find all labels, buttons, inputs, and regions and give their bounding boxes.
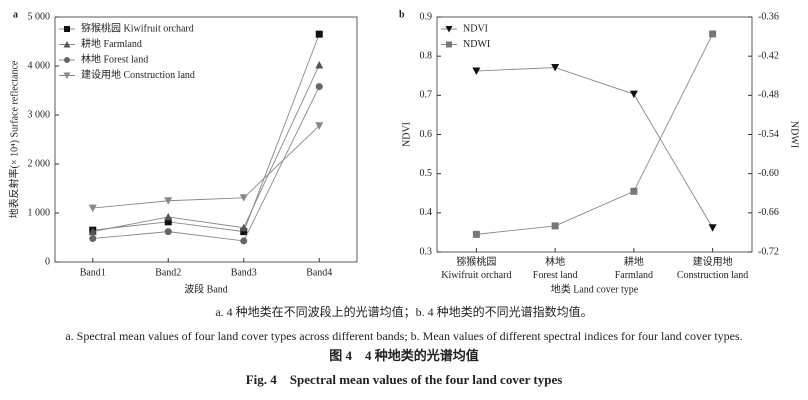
legend-label: 耕地 Farmland bbox=[81, 37, 142, 50]
data-point bbox=[315, 122, 324, 130]
data-point bbox=[472, 67, 481, 76]
data-point bbox=[708, 224, 717, 232]
legend-marker bbox=[64, 26, 70, 32]
x-axis-label: 地类 Land cover type bbox=[551, 282, 639, 295]
x-tick-label: 建设用地 Construction land bbox=[677, 255, 748, 281]
yticks-label: 1 000 bbox=[28, 207, 51, 218]
legend-marker bbox=[446, 41, 452, 48]
x-tick-label: 耕地 Farmland bbox=[615, 255, 653, 281]
data-point bbox=[629, 90, 638, 99]
data-point bbox=[630, 187, 638, 195]
legend-label: 建设用地 Construction land bbox=[81, 68, 195, 81]
data-point bbox=[315, 30, 323, 38]
y-axis-label: 地表反射率(× 10⁴) Surface reflectance bbox=[7, 60, 20, 218]
yticks-label: 4 000 bbox=[28, 60, 51, 71]
panel-label: b bbox=[399, 9, 405, 20]
y2ticks-label: -0.66 bbox=[758, 207, 779, 218]
yticks-label: 0.6 bbox=[420, 129, 433, 140]
series-line bbox=[92, 86, 320, 242]
plot-frame bbox=[436, 16, 753, 253]
data-point bbox=[315, 61, 324, 69]
x-tick-label: Band1 bbox=[80, 267, 106, 278]
y2-axis-label: NDWI bbox=[789, 121, 800, 148]
x-tick-label: Band2 bbox=[155, 267, 181, 278]
data-point bbox=[551, 64, 560, 72]
legend-marker bbox=[64, 57, 70, 63]
x-tick-label: 猕猴桃园 Kiwifruit orchard bbox=[441, 255, 511, 281]
caption-en-title: Fig. 4 Spectral mean values of the four … bbox=[246, 372, 563, 387]
data-point bbox=[89, 234, 97, 242]
legend-marker bbox=[63, 72, 71, 79]
data-point bbox=[239, 223, 248, 232]
y2ticks-label: -0.54 bbox=[758, 129, 779, 140]
data-point bbox=[88, 227, 97, 236]
series-line bbox=[92, 125, 320, 209]
yticks-label: 3 000 bbox=[28, 109, 51, 120]
data-point bbox=[315, 83, 323, 91]
legend-marker bbox=[63, 41, 71, 48]
x-tick-label: Band3 bbox=[231, 267, 257, 278]
y2ticks-label: -0.36 bbox=[758, 11, 779, 22]
data-point bbox=[164, 197, 173, 205]
yticks-label: 5 000 bbox=[28, 11, 51, 22]
data-point bbox=[239, 194, 248, 202]
data-point bbox=[164, 212, 173, 221]
caption-cn-title: 图 4 4 种地类的光谱均值 bbox=[329, 348, 479, 363]
series-line bbox=[92, 64, 320, 233]
data-point bbox=[164, 228, 172, 236]
yticks-label: 2 000 bbox=[28, 158, 51, 169]
legend-label: NDWI bbox=[463, 39, 490, 50]
series-line bbox=[476, 33, 714, 235]
x-tick-label: 林地 Forest land bbox=[533, 255, 578, 281]
yticks-label: 0.8 bbox=[420, 50, 433, 61]
data-point bbox=[551, 222, 559, 230]
yticks-label: 0.9 bbox=[420, 11, 433, 22]
legend-marker bbox=[445, 26, 453, 33]
y2ticks-label: -0.48 bbox=[758, 90, 779, 101]
y2ticks-label: -0.60 bbox=[758, 168, 779, 179]
data-point bbox=[709, 30, 717, 38]
yticks-label: 0 bbox=[45, 256, 50, 267]
series-line bbox=[476, 67, 714, 228]
plot-frame bbox=[54, 16, 358, 263]
yticks-label: 0.3 bbox=[420, 246, 433, 257]
series-line bbox=[92, 33, 320, 233]
legend-label: NDVI bbox=[463, 23, 488, 34]
x-tick-label: Band4 bbox=[306, 267, 332, 278]
x-axis-label: 波段 Band bbox=[184, 282, 228, 295]
caption-en-note: a. Spectral mean values of four land cov… bbox=[65, 329, 742, 343]
caption-cn-note: a. 4 种地类在不同波段上的光谱均值；b. 4 种地类的不同光谱指数均值。 bbox=[215, 304, 592, 319]
data-point bbox=[240, 237, 248, 245]
legend-label: 猕猴桃园 Kiwifruit orchard bbox=[81, 21, 194, 34]
yticks-label: 0.7 bbox=[420, 90, 433, 101]
y-axis-label: NDVI bbox=[401, 122, 412, 147]
data-point bbox=[88, 204, 97, 213]
legend-label: 林地 Forest land bbox=[81, 52, 148, 65]
yticks-label: 0.5 bbox=[420, 168, 433, 179]
yticks-label: 0.4 bbox=[420, 207, 433, 218]
y2ticks-label: -0.72 bbox=[758, 246, 779, 257]
panel-label: a bbox=[13, 9, 18, 20]
data-point bbox=[472, 230, 480, 238]
y2ticks-label: -0.42 bbox=[758, 50, 779, 61]
